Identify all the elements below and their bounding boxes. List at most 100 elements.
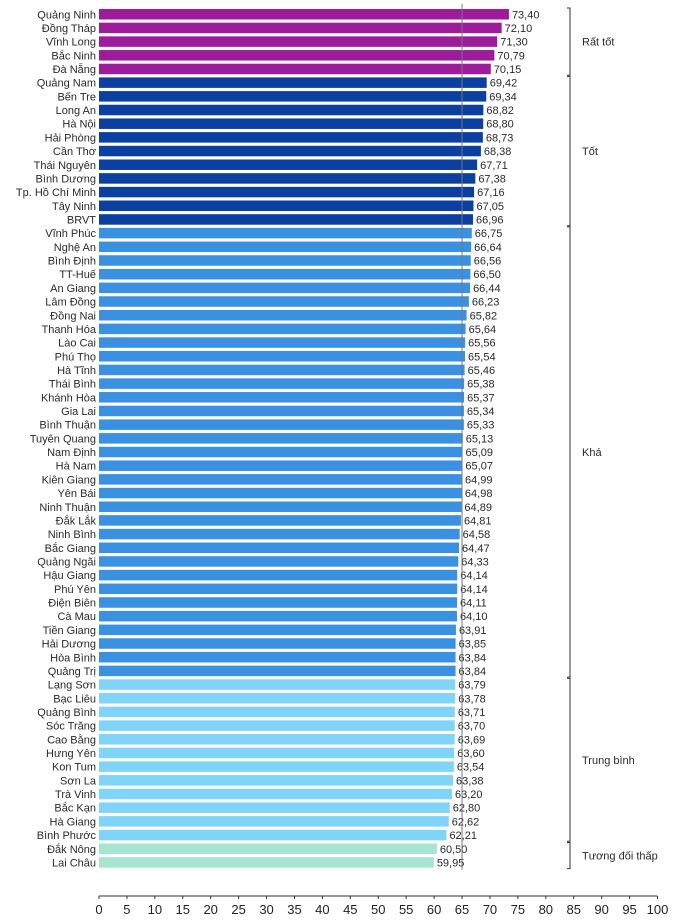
value-label-25: 65,56: [468, 338, 496, 350]
bar-61: [99, 829, 447, 841]
x-tick-label-85: 85: [566, 902, 580, 917]
category-label-26: Phú Thọ: [55, 351, 96, 363]
x-tick-label-90: 90: [594, 902, 608, 917]
bar-33: [99, 446, 463, 458]
value-label-41: 64,33: [461, 557, 489, 569]
group-bracket-4: [567, 677, 571, 842]
category-label-17: Vĩnh Phúc: [45, 228, 96, 240]
value-label-63: 59,95: [437, 857, 465, 869]
x-tick-label-15: 15: [176, 902, 190, 917]
category-label-10: Hải Phòng: [45, 132, 96, 144]
bar-49: [99, 665, 456, 677]
value-label-11: 68,38: [484, 146, 512, 158]
category-label-15: Tây Ninh: [52, 201, 96, 213]
value-label-55: 63,60: [457, 748, 485, 760]
x-tick-label-75: 75: [511, 902, 525, 917]
value-label-37: 64,89: [464, 502, 492, 514]
group-bracket-3: [567, 226, 571, 678]
bar-58: [99, 788, 452, 800]
group-bracket-2: [567, 75, 571, 227]
category-label-23: Đồng Nai: [50, 310, 96, 322]
group-label-3: Khá: [582, 447, 602, 459]
value-label-19: 66,56: [474, 256, 502, 268]
x-tick-label-40: 40: [315, 902, 329, 917]
bar-22: [99, 296, 469, 307]
bar-39: [99, 528, 460, 540]
group-bracket-5: [567, 841, 571, 870]
category-label-57: Sơn La: [60, 775, 97, 787]
value-label-58: 63,20: [455, 789, 483, 801]
value-label-30: 65,34: [467, 406, 495, 418]
bar-60: [99, 816, 449, 827]
bar-41: [99, 556, 459, 567]
bar-27: [99, 364, 465, 376]
category-label-35: Kiên Giang: [42, 474, 96, 486]
category-label-25: Lào Cai: [58, 338, 96, 350]
bar-34: [99, 460, 463, 471]
value-label-21: 66,44: [473, 283, 501, 295]
bar-31: [99, 419, 464, 430]
x-tick-label-55: 55: [399, 902, 413, 917]
bar-11: [99, 145, 481, 157]
value-label-39: 64,58: [463, 529, 491, 541]
bar-47: [99, 638, 456, 649]
bar-30: [99, 405, 464, 417]
category-label-42: Hậu Giang: [43, 570, 96, 582]
value-label-17: 66,75: [475, 228, 503, 240]
bar-20: [99, 268, 471, 280]
category-label-30: Gia Lai: [61, 406, 96, 418]
value-label-59: 62,80: [453, 803, 481, 815]
category-label-55: Hưng Yên: [46, 748, 96, 760]
bar-8: [99, 104, 484, 116]
value-label-26: 65,54: [468, 351, 496, 363]
category-label-59: Bắc Kạn: [54, 802, 96, 815]
value-label-15: 67,05: [476, 201, 504, 213]
value-label-1: 73,40: [512, 9, 540, 21]
value-label-38: 64,81: [464, 515, 492, 527]
value-label-24: 65,64: [469, 324, 497, 336]
group-label-4: Trung bình: [582, 755, 635, 767]
category-label-24: Thanh Hóa: [42, 324, 97, 336]
value-label-50: 63,79: [458, 680, 486, 692]
value-label-29: 65,37: [467, 392, 495, 404]
category-label-48: Hòa Bình: [50, 652, 96, 664]
bar-13: [99, 173, 476, 184]
category-label-58: Trà Vinh: [55, 789, 96, 801]
bar-16: [99, 214, 473, 225]
category-label-63: Lai Châu: [52, 857, 96, 869]
value-label-33: 65,09: [466, 447, 494, 459]
category-label-33: Nam Định: [47, 447, 96, 459]
x-axis: 0 5 10 15 20 25 30 35 40 45 50 55 60 65 70 75 80 85 90 95 10…: [95, 895, 668, 917]
category-label-7: Bến Tre: [57, 91, 96, 103]
value-label-28: 65,38: [467, 379, 495, 391]
value-label-62: 60,50: [440, 844, 468, 856]
value-label-20: 66,50: [473, 269, 501, 281]
bar-35: [99, 474, 462, 485]
value-label-31: 65,33: [467, 420, 495, 432]
category-label-16: BRVT: [67, 215, 96, 227]
bar-5: [99, 63, 491, 75]
bar-53: [99, 720, 455, 731]
group-label-5: Tương đối thấp: [582, 851, 658, 863]
category-label-2: Đồng Tháp: [42, 23, 96, 35]
x-tick-label-20: 20: [203, 902, 217, 917]
category-label-56: Kon Tum: [52, 762, 96, 774]
category-label-41: Quảng Ngãi: [37, 557, 96, 569]
bar-28: [99, 378, 465, 389]
bar-37: [99, 501, 462, 512]
value-label-13: 67,38: [478, 173, 506, 185]
category-label-49: Quảng Trị: [48, 666, 96, 678]
category-label-8: Long An: [56, 105, 96, 117]
value-label-35: 64,99: [465, 474, 493, 486]
bar-21: [99, 282, 471, 294]
value-label-5: 70,15: [494, 64, 522, 76]
value-label-12: 67,71: [480, 160, 508, 172]
bar-23: [99, 309, 467, 321]
value-label-61: 62,21: [449, 830, 477, 842]
value-label-6: 69,42: [490, 78, 518, 90]
bar-17: [99, 227, 472, 239]
x-tick-label-50: 50: [371, 902, 385, 917]
bar-54: [99, 734, 455, 745]
value-label-57: 63,38: [456, 775, 484, 787]
